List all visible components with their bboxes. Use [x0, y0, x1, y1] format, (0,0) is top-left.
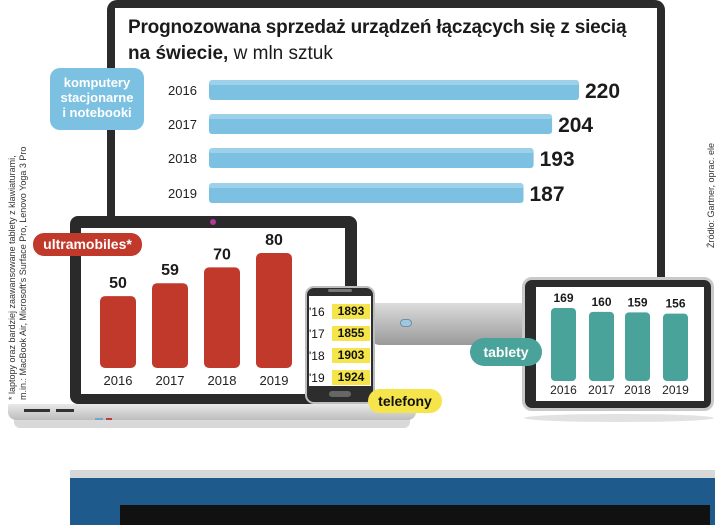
pc-value-label: 193	[540, 148, 575, 171]
tablets-bar	[551, 308, 576, 381]
pc-series-label: komputery stacjonarne i notebooki	[50, 68, 144, 130]
phones-series-label: telefony	[368, 389, 442, 413]
laptop-port-icon	[56, 409, 74, 412]
footnote-line-2: m.in.: MacBook Air, Microsoft's Surface …	[18, 146, 28, 400]
phone-speaker-icon	[328, 289, 352, 292]
tablets-year-label: 2016	[550, 383, 577, 397]
pc-value-label: 204	[558, 114, 593, 137]
phone-value: 1855	[332, 326, 370, 341]
pc-label-line-3: i notebooki	[62, 105, 132, 120]
pc-label-line-2: stacjonarne	[60, 90, 134, 105]
phone-value: 1903	[332, 348, 370, 363]
phone-year-label: '19	[309, 371, 325, 385]
pc-bar	[209, 148, 534, 168]
tablets-series-label: tablety	[470, 338, 542, 366]
tablet-shadow	[524, 414, 714, 422]
tablets-year-label: 2018	[624, 383, 651, 397]
tablets-bar	[663, 313, 688, 381]
phone-year-label: '18	[309, 349, 325, 363]
pc-bar	[209, 80, 579, 100]
ultramobiles-series-label: ultramobiles*	[33, 233, 142, 256]
phone-home-button-icon	[329, 391, 351, 397]
source-note: Źródło: Gartner, oprac. ele	[706, 142, 716, 248]
tablets-value-label: 156	[665, 297, 685, 311]
ultramobiles-year-label: 2018	[208, 373, 237, 388]
ultramobiles-value-label: 59	[161, 262, 179, 279]
monitor-stand-edge	[120, 505, 710, 525]
pc-label-line-1: komputery	[63, 75, 131, 90]
monitor-stand-top	[70, 470, 715, 478]
ultramobiles-bar	[152, 283, 188, 368]
webcam-icon	[210, 219, 216, 225]
tablets-year-label: 2017	[588, 383, 615, 397]
power-led-icon	[400, 319, 412, 327]
ultramobiles-bar	[256, 253, 292, 368]
pc-value-label: 187	[530, 183, 565, 206]
ultramobiles-bar	[204, 267, 240, 368]
laptop-indicator-icon	[106, 418, 112, 420]
pc-bar	[209, 183, 524, 203]
tablets-value-label: 159	[627, 295, 647, 309]
chart-subtitle: na świecie, w mln sztuk	[128, 42, 333, 66]
ultramobiles-year-label: 2016	[104, 373, 133, 388]
phone-year-label: '16	[309, 305, 325, 319]
pc-bar-highlight	[209, 114, 553, 119]
tablets-bar	[625, 312, 650, 381]
laptop-base-edge	[14, 420, 410, 428]
chart-title: Prognozowana sprzedaż urządzeń łączących…	[128, 17, 627, 38]
phone-value: 1924	[332, 370, 370, 385]
pc-year-label: 2016	[168, 83, 197, 98]
phone-year-label: '17	[309, 327, 325, 341]
ultramobiles-year-label: 2019	[260, 373, 289, 388]
ultramobiles-value-label: 80	[265, 232, 283, 249]
pc-bar	[209, 114, 553, 134]
ultramobiles-value-label: 70	[213, 246, 231, 263]
pc-bar-highlight	[209, 183, 524, 188]
chart-subtitle-unit: w mln sztuk	[228, 43, 333, 64]
pc-year-label: 2017	[168, 117, 197, 132]
ultramobiles-year-label: 2017	[156, 373, 185, 388]
ultramobiles-bar	[100, 296, 136, 368]
pc-year-label: 2018	[168, 151, 197, 166]
ultramobiles-value-label: 50	[109, 275, 127, 292]
pc-bar-highlight	[209, 80, 579, 85]
tablets-year-label: 2019	[662, 383, 689, 397]
pc-value-label: 220	[585, 80, 620, 103]
pc-year-label: 2019	[168, 186, 197, 201]
footnote-line-1: * laptopy oraz bardziej zaawansowane tab…	[7, 155, 17, 400]
tablets-value-label: 169	[553, 291, 573, 305]
laptop-indicator-icon	[95, 418, 103, 420]
tablets-bar	[589, 311, 614, 381]
phone-value: 1893	[332, 304, 370, 319]
tablets-value-label: 160	[591, 295, 611, 309]
pc-bar-highlight	[209, 148, 534, 153]
laptop-port-icon	[24, 409, 50, 412]
chart-subtitle-bold: na świecie,	[128, 43, 229, 64]
laptop-base	[8, 404, 416, 420]
